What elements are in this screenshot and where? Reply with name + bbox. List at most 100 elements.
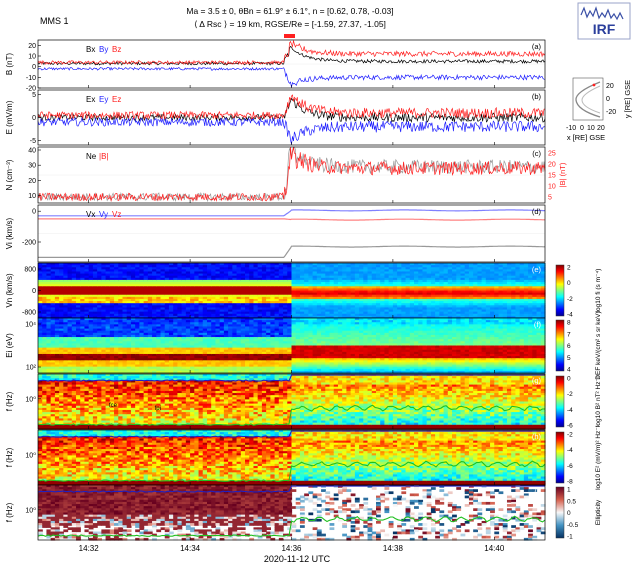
panel-g-spectrogram bbox=[38, 374, 546, 430]
panel-a-ytick-2: 0 bbox=[32, 64, 36, 71]
panel-e-ylabel: Vn (km/s) bbox=[5, 273, 14, 308]
x-tick-1: 14:34 bbox=[180, 544, 201, 553]
spacecraft-label: MMS 1 bbox=[40, 16, 69, 26]
panel-h-cbar-label: log10 E² (mV/m)² Hz⁻¹ bbox=[595, 424, 602, 490]
x-tick-0: 14:32 bbox=[79, 544, 100, 553]
panel-b-series-ez bbox=[37, 94, 546, 120]
panel-a-ytick-4: -20 bbox=[26, 86, 36, 93]
panel-i-ylabel: f (Hz) bbox=[5, 502, 14, 522]
panel-i: 1 0.5 0 -0.5 -1 Ellipticity 10⁰ (i) f (Hz) bbox=[5, 484, 602, 541]
panel-d-legend-1: Vy bbox=[99, 210, 108, 219]
orbit-xtick-2: 10 bbox=[587, 125, 595, 132]
orbit-xtick-0: -10 bbox=[566, 125, 576, 132]
panel-f-ylabel: Ei (eV) bbox=[5, 333, 14, 358]
panel-e-cbar-tick-3: -4 bbox=[567, 312, 573, 319]
shock-parameters-line1: Ma = 3.5 ± 0, θBn = 61.9° ± 6.1°, n = [0… bbox=[186, 6, 393, 16]
panel-f-cbar-tick-1: 7 bbox=[567, 331, 571, 338]
panel-e-ytick-1: 0 bbox=[32, 288, 36, 295]
panel-i-ytick-0: 10⁰ bbox=[25, 506, 36, 514]
panel-c-ytick-2: 20 bbox=[28, 178, 36, 185]
panel-h-spectrogram bbox=[38, 430, 546, 486]
panel-g-cbar-tick-2: -4 bbox=[567, 407, 573, 414]
panel-b-legend-1: Ey bbox=[99, 95, 108, 104]
panel-b-legend-0: Ex bbox=[86, 95, 95, 104]
panel-g: fce fpi 0 -2 -4 -6 log10 B² nT² Hz⁻¹ 10⁰ (g) f (H… bbox=[5, 373, 602, 430]
orbit-ytick-1: 0 bbox=[606, 96, 610, 103]
panel-d-legend-0: Vx bbox=[86, 210, 95, 219]
panel-g-fci-line bbox=[37, 404, 545, 426]
panel-a-series-by bbox=[37, 66, 546, 88]
panel-f-cbar-tick-0: 8 bbox=[567, 320, 571, 327]
panel-i-colorbar bbox=[555, 486, 565, 539]
shock-interval-marker bbox=[284, 34, 295, 38]
panel-a: 20 10 0 -10 -20 Bx By Bz (a) B (nT) bbox=[5, 39, 546, 93]
panel-i-cbar-tick-1: 0.5 bbox=[567, 498, 576, 505]
panel-g-cbar-tick-0: 0 bbox=[567, 376, 571, 383]
panel-g-colorbar bbox=[555, 375, 565, 428]
panel-g-ytick-0: 10⁰ bbox=[25, 395, 36, 403]
orbit-ytick-0: 20 bbox=[606, 83, 614, 90]
panel-c-right-ytick-0: 25 bbox=[548, 151, 556, 158]
panel-f-tag: (f) bbox=[534, 320, 542, 329]
panel-b-series-ex bbox=[37, 97, 546, 124]
panel-c-right-ylabel: |B| (nT) bbox=[558, 162, 567, 187]
panel-f-cbar-label: DEF keV/(cm² s sr keV) bbox=[595, 311, 602, 379]
panel-c-ylabel: N (cm⁻³) bbox=[5, 159, 14, 190]
panel-g-annotation-1: fpi bbox=[155, 406, 161, 412]
panel-d-ylabel: Vi (km/s) bbox=[5, 217, 14, 249]
panel-e-spectrogram bbox=[38, 263, 546, 319]
panel-e-ytick-2: -800 bbox=[22, 310, 36, 317]
panel-c-right-ytick-1: 20 bbox=[548, 162, 556, 169]
panel-a-ytick-3: -10 bbox=[26, 75, 36, 82]
panel-a-legend-0: Bx bbox=[86, 45, 95, 54]
panel-h-cbar-tick-3: -8 bbox=[567, 479, 573, 486]
panel-d-series-vx bbox=[38, 245, 545, 258]
panel-i-cbar-tick-4: -1 bbox=[567, 534, 573, 541]
panel-g-cbar-label: log10 B² nT² Hz⁻¹ bbox=[595, 375, 602, 427]
panel-i-fci-line bbox=[37, 515, 546, 537]
panel-b-ytick-1: 0 bbox=[32, 115, 36, 122]
orbit-xlabel: x [RE] GSE bbox=[567, 133, 605, 142]
panel-c-legend-0: Ne bbox=[86, 152, 97, 161]
panel-g-ylabel: f (Hz) bbox=[5, 391, 14, 411]
x-tick-2: 14:36 bbox=[281, 544, 302, 553]
panel-h-fce-line bbox=[37, 430, 545, 438]
orbit-xtick-3: 20 bbox=[597, 125, 605, 132]
panel-f-ytick-1: 10² bbox=[26, 365, 37, 372]
panel-e-cbar-tick-0: 2 bbox=[567, 265, 571, 272]
panel-a-ytick-1: 10 bbox=[28, 54, 36, 61]
panel-h-fci-line bbox=[37, 460, 546, 482]
panel-a-series-bx bbox=[37, 45, 546, 66]
panel-d: 0 -200 Vx Vy Vz (d) Vi (km/s) bbox=[5, 204, 546, 263]
panel-e-cbar-label: log10 fi (s m⁻⁴) bbox=[595, 269, 602, 313]
panel-c-right-ytick-4: 5 bbox=[548, 195, 552, 202]
panel-f-spectrogram bbox=[38, 318, 546, 374]
panel-c-ytick-3: 10 bbox=[28, 193, 36, 200]
panel-h-tag: (h) bbox=[532, 432, 542, 441]
panel-d-series-vz bbox=[38, 218, 545, 221]
panel-g-annotation-0: fce bbox=[109, 403, 118, 409]
orbit-ylabel: y [RE] GSE bbox=[623, 80, 632, 118]
orbit-xtick-1: 0 bbox=[580, 125, 584, 132]
panel-i-cbar-tick-3: -0.5 bbox=[567, 522, 579, 529]
panel-d-legend-2: Vz bbox=[112, 210, 121, 219]
panel-e: 2 0 -2 -4 log10 fi (s m⁻⁴) 800 0 -800 (e) Vn (km/… bbox=[5, 262, 602, 319]
irf-logo-text: IRF bbox=[593, 21, 616, 37]
panel-b-legend-2: Ez bbox=[112, 95, 121, 104]
panel-i-cbar-tick-2: 0 bbox=[567, 510, 571, 517]
panel-d-ytick-1: -200 bbox=[22, 240, 36, 247]
panel-f: 8 7 6 5 4 DEF keV/(cm² s sr keV) 10⁴ 10² (f) Ei (… bbox=[5, 311, 602, 379]
panel-h-cbar-tick-2: -6 bbox=[567, 463, 573, 470]
panel-h-cbar-tick-0: -2 bbox=[567, 432, 573, 439]
panel-e-ytick-0: 800 bbox=[24, 267, 36, 274]
panel-c: 40 30 20 10 Ne |B| 25 20 15 10 5 |B| (nT) (c) N (cm⁻³… bbox=[5, 146, 567, 204]
panel-c-series-b bbox=[37, 146, 546, 202]
panel-b: 5 0 -5 Ex Ey Ez (b) E (mV/m) bbox=[5, 89, 546, 146]
irf-logo: IRF bbox=[577, 2, 631, 40]
panel-h-ylabel: f (Hz) bbox=[5, 447, 14, 467]
panel-c-tag: (c) bbox=[532, 149, 541, 158]
panel-f-ytick-0: 10⁴ bbox=[25, 322, 36, 329]
panel-b-ytick-2: -5 bbox=[30, 138, 36, 145]
panel-b-series-ey bbox=[37, 116, 546, 145]
